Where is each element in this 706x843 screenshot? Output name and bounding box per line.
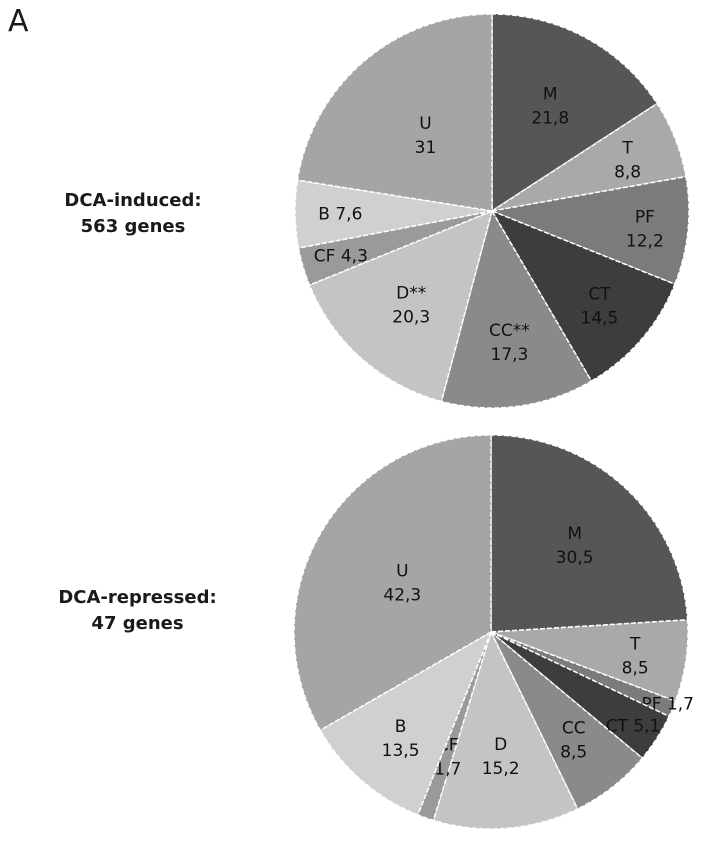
- induced-label-b: B 7,6: [318, 204, 362, 224]
- induced-caption-count: 563 genes: [80, 216, 186, 237]
- slice-label-name: D: [494, 735, 507, 755]
- slice-label-value: 17,3: [491, 345, 529, 365]
- slice-label-name: CC**: [489, 321, 530, 341]
- slice-label-name: CT: [588, 285, 611, 305]
- slice-label-name: D**: [396, 284, 426, 304]
- repressed-label-b: B 13,5: [382, 717, 420, 761]
- slice-label-value: 13,5: [382, 741, 420, 761]
- repressed-caption-title: DCA-repressed:: [58, 587, 217, 608]
- repressed-slice-u: [293, 434, 492, 732]
- slice-label-value: 12,2: [626, 232, 664, 252]
- slice-label-value: 14,5: [581, 309, 619, 329]
- induced-caption-title: DCA-induced:: [64, 190, 202, 211]
- repressed-label-u: U 42,3: [383, 562, 421, 606]
- slice-label-value: 30,5: [556, 548, 594, 568]
- induced-label-d: D** 20,3: [392, 284, 430, 328]
- induced-chart-caption: DCA-induced: 563 genes: [58, 188, 208, 240]
- slice-label-name: T: [621, 138, 633, 158]
- induced-label-cf: CF 4,3: [314, 247, 368, 267]
- slice-label-value: 21,8: [531, 109, 569, 129]
- slice-label-name: U: [396, 562, 408, 582]
- repressed-slice-d: [432, 629, 579, 830]
- repressed-caption-count: 47 genes: [91, 613, 184, 634]
- slice-label-name: CC: [562, 718, 586, 738]
- induced-label-ct: CT 14,5: [581, 285, 619, 329]
- slice-label-name: CF: [314, 247, 341, 267]
- repressed-label-m: M 30,5: [556, 524, 594, 568]
- induced-slice-m: [491, 13, 659, 213]
- slice-label-value: 7,6: [335, 204, 362, 224]
- repressed-label-cc: CC 8,5: [560, 718, 587, 762]
- induced-slice-ct: [490, 209, 676, 383]
- induced-slice-u: [296, 13, 493, 212]
- slice-label-value: 1,7: [667, 694, 694, 714]
- slice-label-value: 42,3: [383, 586, 421, 606]
- repressed-label-d: D 15,2: [482, 735, 520, 779]
- repressed-slice-t: [490, 619, 689, 703]
- induced-slice-b: [294, 179, 493, 249]
- slice-label-name: B: [318, 204, 335, 224]
- slice-label-value: 8,8: [614, 162, 641, 182]
- induced-pie-chart: M 21,8 T 8,8 PF 12,2 CT 14,5 CC** 17,3 D** 20,3 CF 4…: [294, 13, 690, 409]
- slice-label-value: 1,7: [434, 760, 461, 780]
- slice-label-value: 31: [415, 138, 437, 158]
- repressed-slice-b: [319, 630, 493, 816]
- repressed-slice-cc: [490, 631, 644, 810]
- induced-label-cc: CC** 17,3: [489, 321, 530, 365]
- repressed-chart-caption: DCA-repressed: 47 genes: [50, 585, 225, 637]
- slice-label-name: T: [629, 635, 641, 655]
- slice-label-value: 4,3: [341, 247, 368, 267]
- induced-slice-d: [308, 209, 494, 403]
- slice-label-name: U: [419, 114, 431, 134]
- induced-label-t: T 8,8: [614, 138, 641, 182]
- slice-label-value: 15,2: [482, 759, 520, 779]
- repressed-pie-chart: M 30,5T 8,5PF 1,7CT 5,1CC 8,5D 15,2CF 1,7B 13,…: [293, 434, 694, 830]
- slice-label-name: PF: [635, 208, 655, 228]
- panel-label: A: [8, 4, 29, 39]
- slice-label-value: 5,1: [633, 716, 660, 736]
- slice-label-value: 20,3: [392, 308, 430, 328]
- induced-label-u: U 31: [415, 114, 437, 158]
- repressed-label-t: T 8,5: [622, 635, 649, 679]
- slice-label-name: B: [395, 717, 407, 737]
- slice-label-name: CT: [606, 716, 634, 736]
- induced-label-m: M 21,8: [531, 85, 569, 129]
- repressed-label-ct: CT 5,1: [606, 716, 661, 736]
- slice-label-value: 8,5: [622, 659, 649, 679]
- induced-label-pf: PF 12,2: [626, 208, 664, 252]
- slice-label-name: M: [543, 85, 558, 105]
- slice-label-name: M: [567, 524, 582, 544]
- induced-slice-pf: [489, 175, 690, 286]
- repressed-slice-m: [490, 434, 689, 633]
- slice-label-value: 8,5: [560, 742, 587, 762]
- induced-slice-cc: [440, 209, 593, 409]
